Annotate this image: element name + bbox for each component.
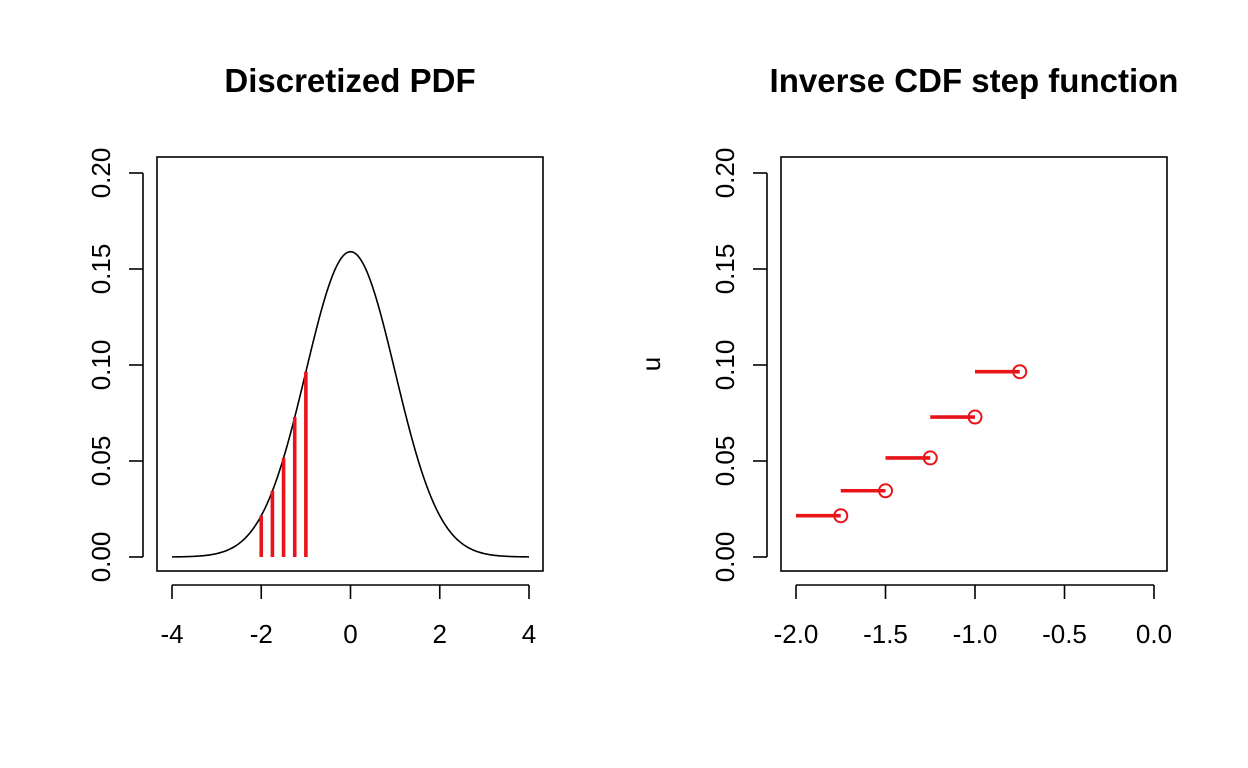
pdf-y-tick-label: 0.10 [86,340,116,391]
inverse-cdf-y-tick-label: 0.20 [710,148,740,199]
pdf-x-tick-label: -2 [250,619,273,649]
inverse-cdf-x-tick-label: -1.5 [863,619,908,649]
pdf-x-tick-label: -4 [160,619,183,649]
inverse-cdf-open-point [922,450,938,466]
inverse-cdf-x-tick-label: -2.0 [774,619,819,649]
inverse-cdf-y-axis: 0.00 0.05 0.10 0.15 0.20 [710,148,768,583]
inverse-cdf-open-point [833,508,849,524]
inverse-cdf-open-point [1012,364,1028,380]
pdf-x-axis: -4 -2 0 2 4 [160,584,536,649]
inverse-cdf-panel: Inverse CDF step function u -2.0 -1.5 -1.0… [636,62,1178,649]
pdf-panel: Discretized PDF -4 -2 0 2 4 0.00 0.05 0.10 0.15… [86,62,544,649]
inverse-cdf-chart-title: Inverse CDF step function [770,62,1179,99]
inverse-cdf-plot-frame [780,156,1168,572]
inverse-cdf-y-tick-label: 0.00 [710,532,740,583]
inverse-cdf-x-axis: -2.0 -1.5 -1.0 -0.5 0.0 [774,584,1172,649]
pdf-y-tick-label: 0.00 [86,532,116,583]
pdf-x-tick-label: 0 [343,619,357,649]
pdf-y-tick-label: 0.20 [86,148,116,199]
pdf-y-tick-label: 0.15 [86,244,116,295]
inverse-cdf-y-tick-label: 0.10 [710,340,740,391]
inverse-cdf-steps [796,364,1028,524]
inverse-cdf-x-tick-label: 0.0 [1136,619,1172,649]
pdf-y-tick-label: 0.05 [86,436,116,487]
pdf-y-axis: 0.00 0.05 0.10 0.15 0.20 [86,148,144,583]
inverse-cdf-x-tick-label: -0.5 [1042,619,1087,649]
pdf-density-curve [171,250,530,558]
inverse-cdf-y-tick-label: 0.05 [710,436,740,487]
inverse-cdf-open-point [878,483,893,499]
inverse-cdf-open-point [967,409,983,425]
inverse-cdf-y-axis-label: u [636,357,666,371]
inverse-cdf-x-tick-label: -1.0 [953,619,998,649]
pdf-x-tick-label: 2 [433,619,447,649]
pdf-chart-title: Discretized PDF [224,62,475,99]
pdf-plot-frame [156,156,544,572]
inverse-cdf-y-tick-label: 0.15 [710,244,740,295]
pdf-discrete-segments [259,371,308,557]
pdf-x-tick-label: 4 [522,619,536,649]
